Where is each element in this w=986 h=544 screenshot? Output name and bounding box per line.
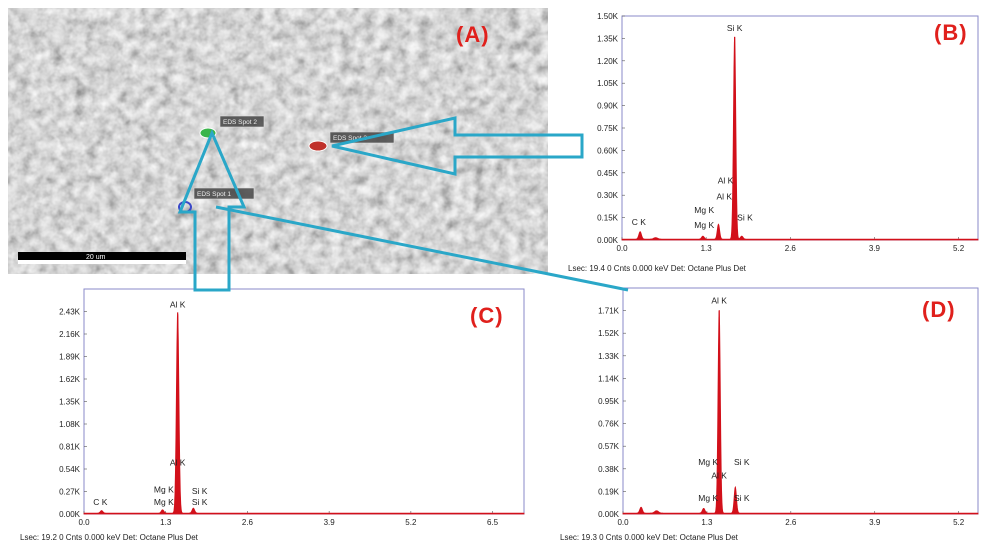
footer-c: Lsec: 19.2 0 Cnts 0.000 keV Det: Octane … [20, 533, 198, 542]
y-tick-label: 0.19K [598, 487, 620, 496]
y-tick-label: 2.43K [59, 308, 81, 317]
panel-label-c: (C) [470, 303, 504, 328]
y-tick-label: 0.95K [598, 397, 620, 406]
y-tick-label: 0.81K [59, 443, 81, 452]
y-tick-label: 1.35K [59, 398, 81, 407]
y-tick-label: 1.05K [597, 79, 619, 88]
peak-annotation: Al K [711, 295, 727, 305]
y-tick-label: 0.54K [59, 465, 81, 474]
y-tick-label: 1.71K [598, 307, 620, 316]
peak-annotation: Si K [192, 486, 208, 496]
peak-annotation: Mg K [154, 497, 174, 507]
x-tick-label: 1.3 [160, 518, 172, 527]
spectrum-series [83, 314, 525, 515]
peak-annotation: Al K [711, 470, 727, 480]
x-tick-label: 2.6 [785, 244, 797, 253]
peak-annotation: Si K [727, 23, 743, 33]
y-tick-label: 1.33K [598, 352, 620, 361]
x-tick-label: 0.0 [617, 518, 629, 527]
scale-bar-line [18, 260, 186, 264]
x-tick-label: 2.6 [242, 518, 254, 527]
y-tick-label: 2.16K [59, 330, 81, 339]
x-tick-label: 1.3 [701, 518, 713, 527]
y-tick-label: 1.35K [597, 34, 619, 43]
y-tick-label: 1.20K [597, 57, 619, 66]
y-tick-label: 0.60K [597, 146, 619, 155]
peak-annotation: Al K [170, 299, 186, 309]
scale-bar [18, 252, 186, 260]
peak-annotation: Si K [192, 497, 208, 507]
peak-annotation: Si K [734, 493, 750, 503]
peak-annotation: Mg K [154, 484, 174, 494]
x-tick-label: 3.9 [869, 244, 881, 253]
x-tick-label: 5.2 [405, 518, 417, 527]
peak-annotation: Al K [718, 175, 734, 185]
plot-frame [622, 287, 979, 515]
peak-annotation: Si K [737, 213, 753, 223]
x-tick-label: 3.9 [869, 518, 881, 527]
y-tick-label: 0.76K [598, 420, 620, 429]
peak-annotation: Al K [170, 458, 186, 468]
peak-annotation: Si K [734, 457, 750, 467]
y-tick-label: 0.90K [597, 102, 619, 111]
spectrum-series [622, 310, 979, 515]
y-tick-label: 0.45K [597, 169, 619, 178]
y-tick-label: 1.14K [598, 374, 620, 383]
y-tick-label: 1.50K [597, 12, 619, 21]
x-tick-label: 1.3 [701, 244, 713, 253]
panel-label-b: (B) [934, 20, 968, 45]
x-tick-label: 5.2 [953, 518, 965, 527]
peak-annotation: C K [93, 497, 108, 507]
x-tick-label: 3.9 [324, 518, 336, 527]
y-tick-label: 0.27K [59, 488, 81, 497]
footer-b: Lsec: 19.4 0 Cnts 0.000 keV Det: Octane … [568, 264, 746, 273]
peak-annotation: Mg K [698, 493, 718, 503]
y-tick-label: 0.75K [597, 124, 619, 133]
peak-annotation: Mg K [694, 220, 714, 230]
panel-label-d: (D) [922, 297, 956, 322]
y-tick-label: 0.00K [598, 510, 620, 519]
y-tick-label: 1.62K [59, 375, 81, 384]
x-tick-label: 0.0 [78, 518, 90, 527]
x-tick-label: 6.5 [487, 518, 499, 527]
y-tick-label: 1.08K [59, 420, 81, 429]
y-tick-label: 1.52K [598, 329, 620, 338]
y-tick-label: 0.38K [598, 465, 620, 474]
footer-d: Lsec: 19.3 0 Cnts 0.000 keV Det: Octane … [560, 533, 738, 542]
eds-spot-3-marker [308, 140, 328, 152]
peak-annotation: Mg K [694, 205, 714, 215]
x-tick-label: 2.6 [785, 518, 797, 527]
peak-annotation: C K [632, 217, 647, 227]
peak-annotation: Mg K [698, 457, 718, 467]
scale-bar-label: 20 um [86, 254, 106, 261]
x-tick-label: 5.2 [953, 244, 965, 253]
spectrum-series [621, 36, 979, 241]
y-tick-label: 1.89K [59, 353, 81, 362]
panel-label-a: (A) [456, 22, 490, 47]
plot-frame [83, 288, 525, 515]
peak-annotation: Al K [716, 192, 732, 202]
y-tick-label: 0.00K [59, 510, 81, 519]
eds-spot-2-label: EDS Spot 2 [223, 119, 257, 126]
y-tick-label: 0.30K [597, 191, 619, 200]
y-tick-label: 0.57K [598, 442, 620, 451]
